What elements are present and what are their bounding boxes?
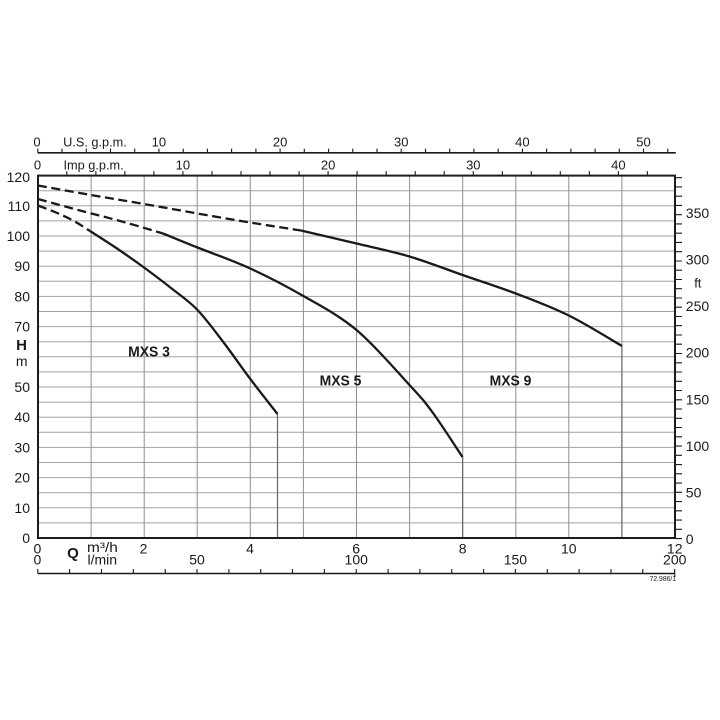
svg-text:m: m <box>16 353 28 369</box>
svg-text:20: 20 <box>273 134 287 149</box>
svg-text:90: 90 <box>14 258 30 274</box>
svg-text:120: 120 <box>7 169 31 185</box>
svg-text:U.S. g.p.m.: U.S. g.p.m. <box>63 134 127 149</box>
svg-text:100: 100 <box>345 551 369 567</box>
svg-text:MXS 9: MXS 9 <box>490 373 532 390</box>
svg-text:70: 70 <box>14 319 30 335</box>
svg-text:300: 300 <box>686 251 710 267</box>
svg-text:80: 80 <box>14 288 30 304</box>
svg-text:6: 6 <box>352 540 360 556</box>
svg-text:30: 30 <box>466 157 480 172</box>
svg-text:0: 0 <box>22 530 30 546</box>
svg-text:10: 10 <box>561 540 577 556</box>
svg-text:20: 20 <box>14 470 30 486</box>
svg-text:4: 4 <box>246 540 254 556</box>
svg-text:0: 0 <box>33 134 40 149</box>
svg-text:20: 20 <box>321 157 335 172</box>
svg-text:l/min: l/min <box>88 551 118 567</box>
svg-text:72.986/1: 72.986/1 <box>650 576 677 583</box>
svg-text:50: 50 <box>636 134 650 149</box>
svg-text:Q: Q <box>67 545 79 562</box>
svg-text:50: 50 <box>189 551 205 567</box>
svg-text:110: 110 <box>8 198 31 214</box>
svg-text:30: 30 <box>14 439 30 455</box>
svg-text:250: 250 <box>686 298 710 314</box>
svg-text:200: 200 <box>686 345 710 361</box>
svg-text:MXS 5: MXS 5 <box>320 373 362 390</box>
svg-text:Imp g.p.m.: Imp g.p.m. <box>64 157 124 172</box>
svg-text:ft: ft <box>694 276 702 291</box>
svg-text:10: 10 <box>152 134 166 149</box>
svg-text:MXS 3: MXS 3 <box>128 344 170 361</box>
svg-text:12: 12 <box>667 540 683 556</box>
svg-text:0: 0 <box>34 540 42 556</box>
svg-text:150: 150 <box>504 551 528 567</box>
svg-text:30: 30 <box>394 134 408 149</box>
svg-text:8: 8 <box>459 540 467 556</box>
svg-text:100: 100 <box>686 438 710 454</box>
svg-text:m³/h: m³/h <box>87 541 118 556</box>
svg-text:50: 50 <box>686 485 702 501</box>
svg-text:0: 0 <box>686 531 694 547</box>
svg-text:0: 0 <box>34 551 42 567</box>
svg-text:40: 40 <box>611 157 625 172</box>
svg-text:350: 350 <box>686 205 710 221</box>
svg-text:0: 0 <box>34 157 41 172</box>
svg-text:50: 50 <box>14 379 30 395</box>
svg-text:H: H <box>16 337 27 354</box>
svg-text:10: 10 <box>176 157 190 172</box>
svg-text:40: 40 <box>14 409 30 425</box>
svg-text:10: 10 <box>14 500 30 516</box>
svg-text:2: 2 <box>140 540 148 556</box>
svg-text:150: 150 <box>686 392 710 408</box>
svg-text:100: 100 <box>7 228 31 244</box>
svg-text:200: 200 <box>663 551 687 567</box>
svg-text:40: 40 <box>515 134 529 149</box>
